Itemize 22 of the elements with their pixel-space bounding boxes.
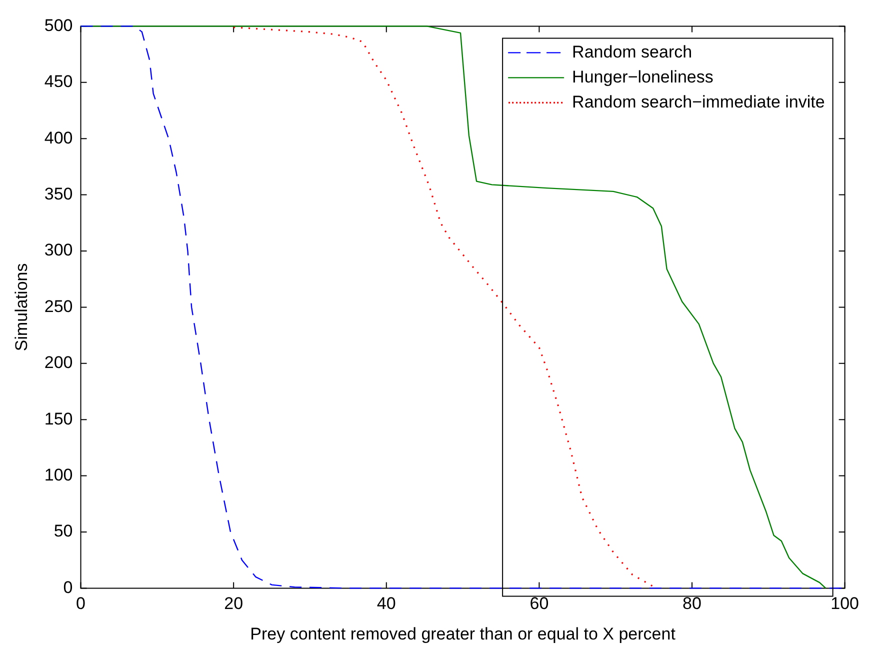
x-tick-label: 40 [376,594,396,614]
x-tick-label: 0 [76,594,86,614]
y-tick-label: 350 [44,184,73,204]
y-tick-label: 400 [44,128,73,148]
legend-label: Random search [572,42,692,62]
x-axis-title: Prey content removed greater than or equal to X percent [250,624,676,644]
y-tick-label: 250 [44,296,73,316]
y-tick-label: 450 [44,72,73,92]
y-tick-label: 300 [44,240,73,260]
y-tick-label: 150 [44,409,73,428]
y-tick-label: 200 [44,353,73,372]
x-tick-label: 20 [224,594,244,614]
x-tick-label: 60 [530,594,549,614]
x-tick-label: 100 [830,594,860,614]
y-tick-label: 500 [44,16,73,35]
y-tick-label: 50 [54,522,73,541]
y-axis-title: Simulations [12,263,31,352]
y-tick-label: 100 [44,465,73,484]
legend-label: Random search−immediate invite [572,92,825,112]
x-tick-label: 80 [682,594,702,614]
y-tick-label: 0 [63,578,73,597]
legend-label: Hunger−loneliness [572,67,714,86]
